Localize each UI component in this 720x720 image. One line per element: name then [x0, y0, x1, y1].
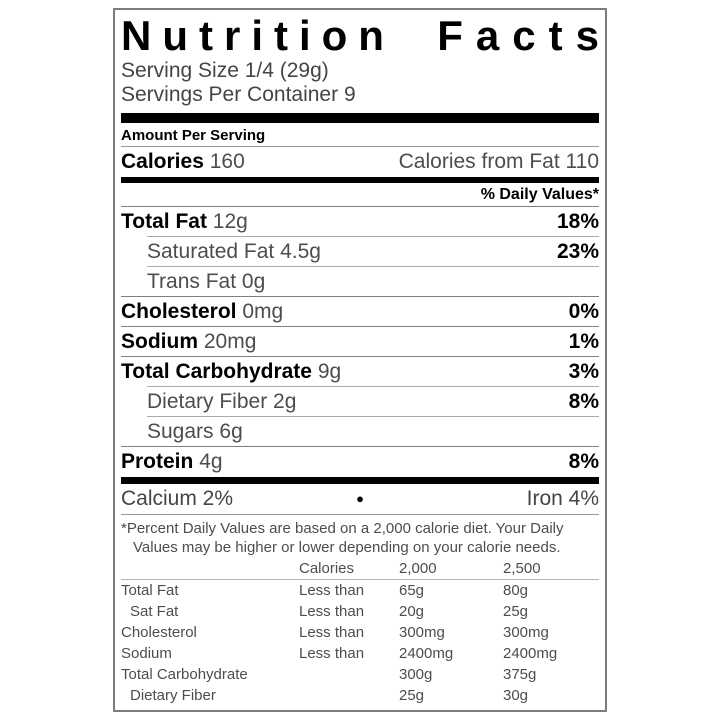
table-row-total-carbohydrate: Total Carbohydrate 300g 375g	[121, 666, 537, 683]
daily-values-footnote: *Percent Daily Values are based on a 2,0…	[121, 514, 599, 559]
dv-header-calories: Calories	[299, 560, 355, 577]
nutrient-row-cholesterol: Cholesterol 0mg 0%	[121, 296, 599, 326]
nutrient-name: Trans Fat	[147, 270, 237, 293]
label-title: Nutrition Facts	[121, 13, 599, 59]
title-word-facts: Facts	[437, 12, 612, 59]
medium-divider	[121, 177, 599, 183]
nutrient-row-saturated-fat: Saturated Fat 4.5g 23%	[147, 236, 599, 266]
nutrient-amount: 2g	[273, 390, 297, 413]
iron-value: Iron 4%	[526, 487, 599, 510]
nutrient-name: Total Carbohydrate	[121, 360, 312, 383]
nutrient-amount: 20mg	[203, 330, 257, 353]
nutrient-dv: 1%	[568, 330, 599, 353]
nutrient-row-protein: Protein 4g 8%	[121, 446, 599, 476]
nutrient-name: Protein	[121, 450, 194, 473]
calories-value: 160	[209, 150, 245, 173]
nutrient-row-dietary-fiber: Dietary Fiber 2g 8%	[147, 386, 599, 416]
nutrient-dv: 0%	[568, 300, 599, 323]
nutrient-name: Sugars	[147, 420, 214, 443]
nutrient-row-trans-fat: Trans Fat 0g	[147, 266, 599, 296]
servings-per-container-line: Servings Per Container 9	[121, 83, 356, 106]
table-row-sodium: Sodium Less than 2400mg 2400mg	[121, 645, 558, 662]
nutrient-dv: 18%	[556, 210, 599, 233]
calories-row: Calories 160 Calories from Fat 110	[121, 147, 599, 177]
calcium-value: Calcium 2%	[121, 487, 234, 510]
nutrient-dv: 8%	[568, 390, 599, 413]
thick-divider-top	[121, 113, 599, 123]
nutrient-amount: 0mg	[242, 300, 284, 323]
table-row-sat-fat: Sat Fat Less than 20g 25g	[130, 603, 529, 620]
amount-per-serving-heading: Amount Per Serving	[121, 127, 266, 144]
table-row-cholesterol: Cholesterol Less than 300mg 300mg	[121, 624, 549, 641]
table-row-dietary-fiber: Dietary Fiber 25g 30g	[130, 687, 529, 704]
calories-label: Calories	[121, 150, 204, 173]
daily-values-header: % Daily Values*	[480, 186, 599, 203]
nutrient-name: Sodium	[121, 330, 198, 353]
dv-header-2500: 2,500	[503, 560, 541, 577]
serving-size-line: Serving Size 1/4 (29g)	[121, 59, 329, 82]
bullet-separator-icon: ●	[356, 491, 364, 506]
hairline-divider	[121, 146, 599, 147]
nutrient-row-sodium: Sodium 20mg 1%	[121, 326, 599, 356]
nutrient-row-sugars: Sugars 6g	[147, 416, 599, 446]
nutrient-amount: 6g	[219, 420, 243, 443]
nutrient-row-total-carbohydrate: Total Carbohydrate 9g 3%	[121, 356, 599, 386]
nutrient-dv: 8%	[568, 450, 599, 473]
dv-table-header: Calories 2,000 2,500	[121, 559, 599, 579]
nutrient-name: Total Fat	[121, 210, 207, 233]
title-word-nutrition: Nutrition	[121, 12, 395, 59]
table-row-total-fat: Total Fat Less than 65g 80g	[121, 582, 529, 599]
calories-from-fat: Calories from Fat 110	[398, 150, 599, 173]
nutrient-amount: 4.5g	[280, 240, 321, 263]
nutrient-amount: 9g	[317, 360, 342, 383]
table-header-divider	[121, 579, 599, 580]
daily-values-table: Calories 2,000 2,500 Total Fat Less than…	[121, 559, 599, 706]
nutrient-name: Dietary Fiber	[147, 390, 268, 413]
calories-left: Calories 160	[121, 147, 245, 177]
minerals-row: Calcium 2% ● Iron 4%	[121, 484, 599, 513]
nutrient-dv: 23%	[556, 240, 599, 263]
nutrient-amount: 0g	[241, 270, 266, 293]
nutrient-row-total-fat: Total Fat 12g 18%	[121, 206, 599, 236]
nutrient-amount: 4g	[199, 450, 223, 473]
thick-divider-middle	[121, 477, 599, 484]
nutrient-amount: 12g	[212, 210, 248, 233]
nutrient-dv: 3%	[568, 360, 599, 383]
nutrition-facts-label: Nutrition Facts Serving Size 1/4 (29g) S…	[113, 8, 607, 712]
nutrient-name: Cholesterol	[121, 300, 237, 323]
nutrient-name: Saturated Fat	[147, 240, 275, 263]
dv-header-2000: 2,000	[399, 560, 437, 577]
